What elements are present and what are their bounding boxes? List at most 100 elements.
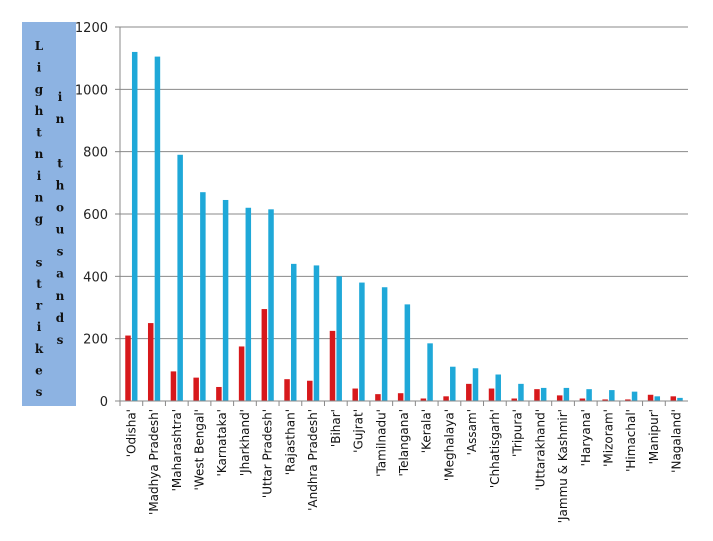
- bar-blue: [404, 304, 411, 401]
- x-tick-label: 'Uttarakhand': [533, 409, 547, 491]
- x-tick-label: 'Gujrat': [352, 409, 366, 453]
- y-tick-label: 800: [83, 146, 108, 161]
- x-tick-label: 'Karnataka': [215, 409, 229, 476]
- ylabel-letter: i: [37, 61, 42, 75]
- ylabel-letter: i: [58, 90, 63, 104]
- bars: [125, 51, 683, 401]
- x-tick-label: 'Rajasthan': [283, 409, 297, 475]
- bar-red: [534, 389, 540, 401]
- x-axis-ticks: 'Odisha' 'Madhya Pradesh' 'Maharashtra' 'We…: [119, 401, 684, 523]
- y-tick-label: 0: [100, 395, 108, 410]
- bar-blue: [177, 154, 183, 401]
- x-tick-label: 'Himachal': [624, 409, 638, 472]
- bar-blue: [154, 56, 161, 401]
- x-tick-label: 'Assam': [465, 409, 479, 455]
- ylabel-letter: s: [57, 245, 64, 259]
- bar-blue: [563, 387, 570, 401]
- bar-blue: [359, 282, 365, 401]
- bar-blue: [654, 396, 661, 401]
- ylabel-letter: n: [56, 112, 65, 126]
- x-tick-label: 'Maharashtra': [170, 409, 184, 491]
- x-tick-label: 'Jammu & Kashmir': [556, 409, 570, 523]
- bar-red: [397, 393, 404, 401]
- bar-blue: [200, 192, 206, 401]
- x-tick-label: 'Kerala': [420, 409, 434, 453]
- ylabel-letter: s: [36, 385, 43, 399]
- ylabel-letter: h: [56, 178, 65, 192]
- ylabel-letter: a: [56, 267, 64, 281]
- ylabel-letter: n: [35, 190, 44, 204]
- ylabel-letter: e: [35, 363, 43, 377]
- bar-blue: [313, 265, 320, 401]
- bar-red: [170, 371, 177, 401]
- bar-red: [466, 383, 472, 401]
- x-tick-label: 'Mizoram': [601, 409, 615, 467]
- bar-blue: [450, 366, 456, 401]
- bar-red: [420, 398, 427, 401]
- ylabel-letter: s: [36, 255, 43, 269]
- bar-red: [375, 394, 381, 401]
- y-tick-label: 1200: [75, 21, 108, 36]
- bar-red: [511, 398, 517, 401]
- bar-red: [329, 330, 336, 401]
- ylabel-letter: g: [35, 82, 44, 96]
- bar-blue: [427, 343, 433, 401]
- bar-red: [647, 394, 654, 401]
- ylabel-letter: n: [35, 147, 44, 161]
- x-tick-label: 'Odisha': [124, 409, 138, 457]
- ylabel-letter: h: [35, 104, 44, 118]
- bar-blue: [540, 387, 547, 401]
- x-tick-label: 'Bihar': [329, 409, 343, 447]
- bar-blue: [222, 199, 229, 401]
- ylabel-letter: i: [37, 169, 42, 183]
- bar-blue: [586, 389, 592, 401]
- bar-red: [307, 380, 313, 401]
- ylabel-letter: t: [36, 277, 42, 291]
- bar-red: [284, 379, 290, 401]
- ylabel-letter: L: [35, 39, 44, 53]
- bar-blue: [518, 383, 524, 401]
- ylabel-letter: k: [35, 342, 44, 356]
- x-tick-label: 'Telangana': [397, 409, 411, 477]
- y-tick-label: 400: [83, 270, 108, 285]
- bar-red: [125, 335, 131, 401]
- x-tick-label: 'Nagaland': [670, 409, 684, 473]
- x-tick-label: 'Meghalaya': [442, 409, 456, 481]
- bar-red: [579, 398, 586, 401]
- ylabel-letter: s: [57, 333, 64, 347]
- x-tick-label: 'Uttar Pradesh': [261, 409, 275, 498]
- gridlines: [120, 26, 688, 340]
- y-tick-label: 600: [83, 208, 108, 223]
- bar-red: [488, 388, 495, 401]
- bar-blue: [291, 263, 297, 401]
- x-tick-label: 'Haryana': [579, 409, 593, 466]
- x-tick-label: 'Madhya Pradesh': [147, 409, 161, 515]
- ylabel-letter: o: [56, 200, 64, 214]
- ylabel-letter: n: [56, 289, 65, 303]
- x-tick-label: 'Chhatisgarh': [488, 409, 502, 488]
- bar-red: [352, 388, 358, 401]
- bar-red: [147, 323, 154, 401]
- bar-blue: [268, 209, 274, 401]
- bar-blue: [336, 276, 342, 401]
- bar-blue: [245, 207, 252, 401]
- ylabel-letter: i: [37, 320, 42, 334]
- bar-red: [261, 309, 268, 401]
- bar-red: [238, 346, 245, 401]
- bar-red: [602, 399, 608, 401]
- ylabel-letter: u: [56, 223, 65, 237]
- x-tick-label: 'Tripura': [511, 409, 525, 457]
- ylabel-letter: t: [36, 126, 42, 140]
- bar-red: [216, 386, 222, 401]
- x-tick-label: 'Jharkhand': [238, 409, 252, 476]
- bar-blue: [381, 287, 388, 401]
- bar-red: [193, 377, 199, 401]
- bar-blue: [131, 51, 138, 401]
- ylabel-letter: g: [35, 212, 44, 226]
- bar-red: [443, 396, 449, 401]
- ylabel-panel: [22, 22, 76, 406]
- x-tick-label: 'West Bengal': [193, 409, 207, 490]
